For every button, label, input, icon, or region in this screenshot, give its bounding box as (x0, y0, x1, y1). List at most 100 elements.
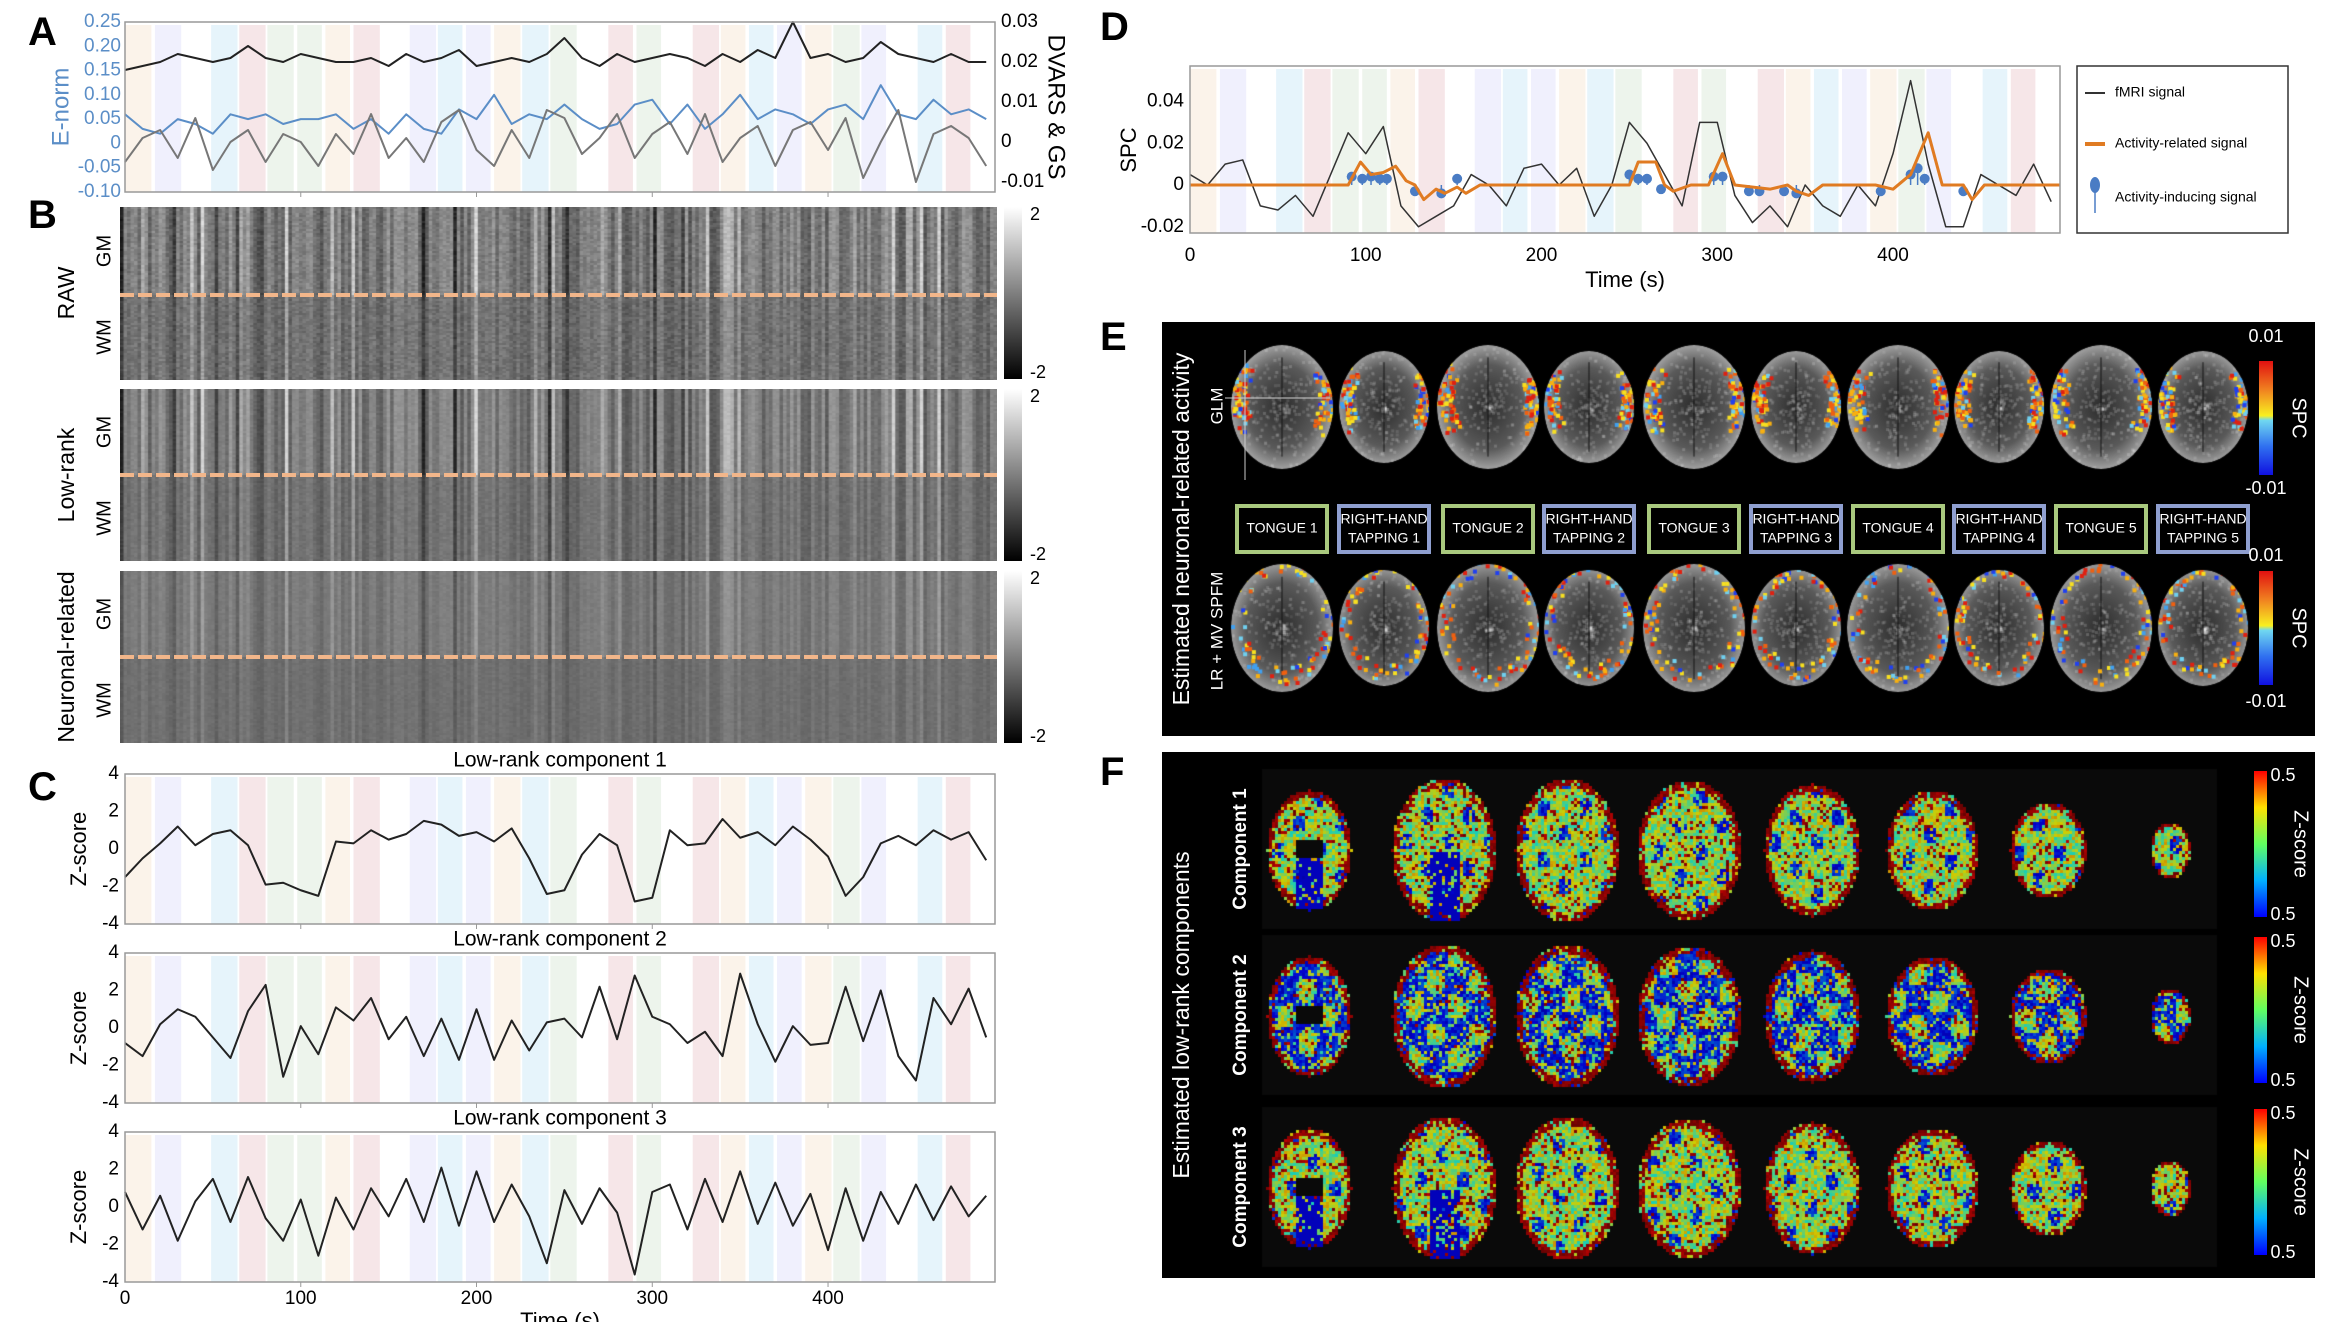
legend-label: Activity-related signal (2115, 135, 2247, 151)
task-block (437, 956, 463, 1103)
task-block (125, 777, 152, 924)
wm-label: WM (93, 682, 115, 718)
x-tick-label: 300 (1701, 245, 1733, 266)
row-label-component: Component 2 (1230, 954, 1251, 1075)
y-tick-label: 4 (108, 942, 119, 963)
task-block (608, 777, 633, 924)
activity-inducing-marker (1717, 171, 1728, 182)
task-block (154, 777, 182, 924)
condition-label: TAPPING 5 (2167, 530, 2239, 546)
y-tick-label: 0 (108, 838, 119, 859)
condition-label-box (1952, 504, 2046, 554)
task-block (1813, 69, 1839, 233)
y-tick-label: 2 (108, 801, 119, 822)
x-tick-label: 300 (636, 1288, 668, 1309)
group-label: RAW (53, 266, 79, 319)
task-block (550, 25, 577, 192)
colorbar-min-label: -0.01 (2245, 691, 2286, 711)
condition-label: TONGUE 5 (2065, 520, 2137, 536)
task-block (125, 956, 152, 1103)
gm-label: GM (93, 416, 115, 448)
task-block (748, 25, 774, 192)
activity-inducing-marker (1381, 173, 1392, 184)
task-block (437, 1135, 463, 1282)
plot-frame (124, 1131, 996, 1283)
x-tick-label: 200 (461, 1288, 493, 1309)
task-block (1304, 69, 1331, 233)
colorbar-gray (1004, 207, 1022, 379)
task-block (861, 956, 887, 1103)
task-block (550, 956, 577, 1103)
task-block (325, 956, 350, 1103)
colorbar-label: Z-score (2290, 1148, 2312, 1216)
colorbar-gray (1004, 389, 1022, 561)
colorbar-min-label: -2 (1030, 544, 1046, 564)
task-block (494, 25, 521, 192)
task-block (805, 25, 832, 192)
condition-label: RIGHT-HAND (2159, 511, 2246, 527)
plot-frame (124, 952, 996, 1104)
task-block (945, 1135, 971, 1282)
row-label-lr-mv-spfm: LR + MV SPFM (1207, 572, 1226, 691)
task-block (239, 956, 266, 1103)
colorbar-gray (1004, 571, 1022, 743)
task-block (833, 956, 860, 1103)
task-block (494, 777, 521, 924)
condition-label: TONGUE 1 (1246, 520, 1318, 536)
activity-inducing-marker (1641, 173, 1652, 184)
y-tick-label-right: 0.01 (1001, 91, 1038, 112)
x-tick-label: 100 (285, 1288, 317, 1309)
plot-frame (1189, 65, 2061, 234)
activity-inducing-marker (1875, 186, 1886, 197)
dvars-line (124, 21, 987, 71)
gm-label: GM (93, 598, 115, 630)
task-block (1332, 69, 1359, 233)
task-block (1982, 69, 2008, 233)
task-block (465, 25, 491, 192)
colorbar-max-label: 2 (1030, 204, 1040, 224)
task-block (550, 777, 577, 924)
colorbar-min-label: -2 (1030, 362, 1046, 382)
task-block (861, 777, 887, 924)
wm-label: WM (93, 500, 115, 536)
colorbar-max-label: 0.5 (2270, 1103, 2295, 1123)
task-block (267, 1135, 294, 1282)
legend-box (2076, 65, 2289, 234)
task-block (917, 956, 943, 1103)
task-block (297, 1135, 322, 1282)
e-norm-line (124, 84, 987, 135)
task-block (297, 956, 322, 1103)
condition-label-box (1542, 504, 1636, 554)
y-tick-label: -2 (102, 1055, 119, 1076)
task-block (636, 777, 662, 924)
task-block (917, 777, 943, 924)
task-block (409, 777, 437, 924)
task-block (1842, 69, 1867, 233)
y-axis-label: Z-score (66, 812, 91, 887)
task-block (437, 777, 463, 924)
x-tick-label: 200 (1526, 245, 1558, 266)
task-block (409, 1135, 437, 1282)
task-block (125, 1135, 152, 1282)
colorbar-zscore (2254, 771, 2267, 917)
task-block (861, 25, 887, 192)
activity-inducing-marker (1374, 173, 1385, 184)
task-block (720, 777, 746, 924)
x-tick-label: 400 (812, 1288, 844, 1309)
task-block (720, 1135, 746, 1282)
low-rank-component-maps (1162, 752, 2315, 1278)
condition-label: TONGUE 4 (1862, 520, 1934, 536)
task-block (720, 956, 746, 1103)
task-block (1190, 69, 1217, 233)
activity-inducing-marker (1633, 173, 1644, 184)
y-tick-label-left: 0.20 (84, 35, 121, 56)
y-tick-label: 0 (108, 1017, 119, 1038)
task-block (325, 777, 350, 924)
task-block (636, 25, 662, 192)
gm-label: GM (93, 235, 115, 267)
y-tick-label-right: -0.01 (1001, 171, 1044, 192)
colorbar-spc (2259, 571, 2273, 685)
task-block (465, 777, 491, 924)
task-block (353, 777, 380, 924)
task-block (1757, 69, 1785, 233)
